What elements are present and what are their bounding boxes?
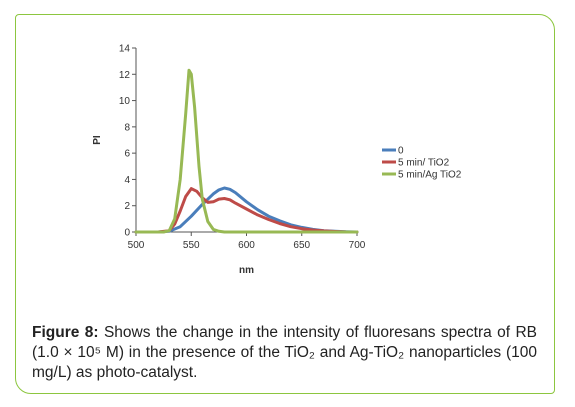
figure-frame (15, 14, 555, 394)
caption-text: Shows the change in the intensity of flu… (32, 324, 537, 381)
y-tick-label: 8 (124, 122, 130, 133)
y-tick-label: 6 (124, 149, 130, 160)
series-line-2 (134, 187, 359, 234)
legend-label: 5 min/Ag TiO2 (398, 170, 462, 181)
x-tick-label: 600 (238, 240, 255, 251)
series-line-3 (134, 68, 359, 234)
y-tick-label: 2 (124, 201, 130, 212)
legend-label: 5 min/ TiO2 (398, 158, 450, 169)
x-axis-label: nm (239, 265, 254, 276)
x-tick-label: 550 (183, 240, 200, 251)
figure-caption: Figure 8: Shows the change in the intens… (32, 323, 537, 383)
x-tick-label: 700 (349, 240, 366, 251)
caption-label: Figure 8: (32, 324, 99, 341)
y-tick-label: 10 (119, 96, 131, 107)
legend-label: 0 (398, 146, 404, 157)
y-axis-label: PI (92, 135, 103, 145)
chart-series (134, 68, 359, 234)
x-tick-label: 500 (128, 240, 145, 251)
y-tick-label: 4 (124, 175, 130, 186)
y-tick-label: 12 (119, 70, 131, 81)
y-tick-label: 0 (124, 228, 130, 239)
chart-axes: 0 2 4 6 8 10 12 14 500 550 600 650 700 nm PI (92, 44, 366, 277)
x-tick-label: 650 (293, 240, 310, 251)
y-tick-label: 14 (119, 44, 131, 55)
